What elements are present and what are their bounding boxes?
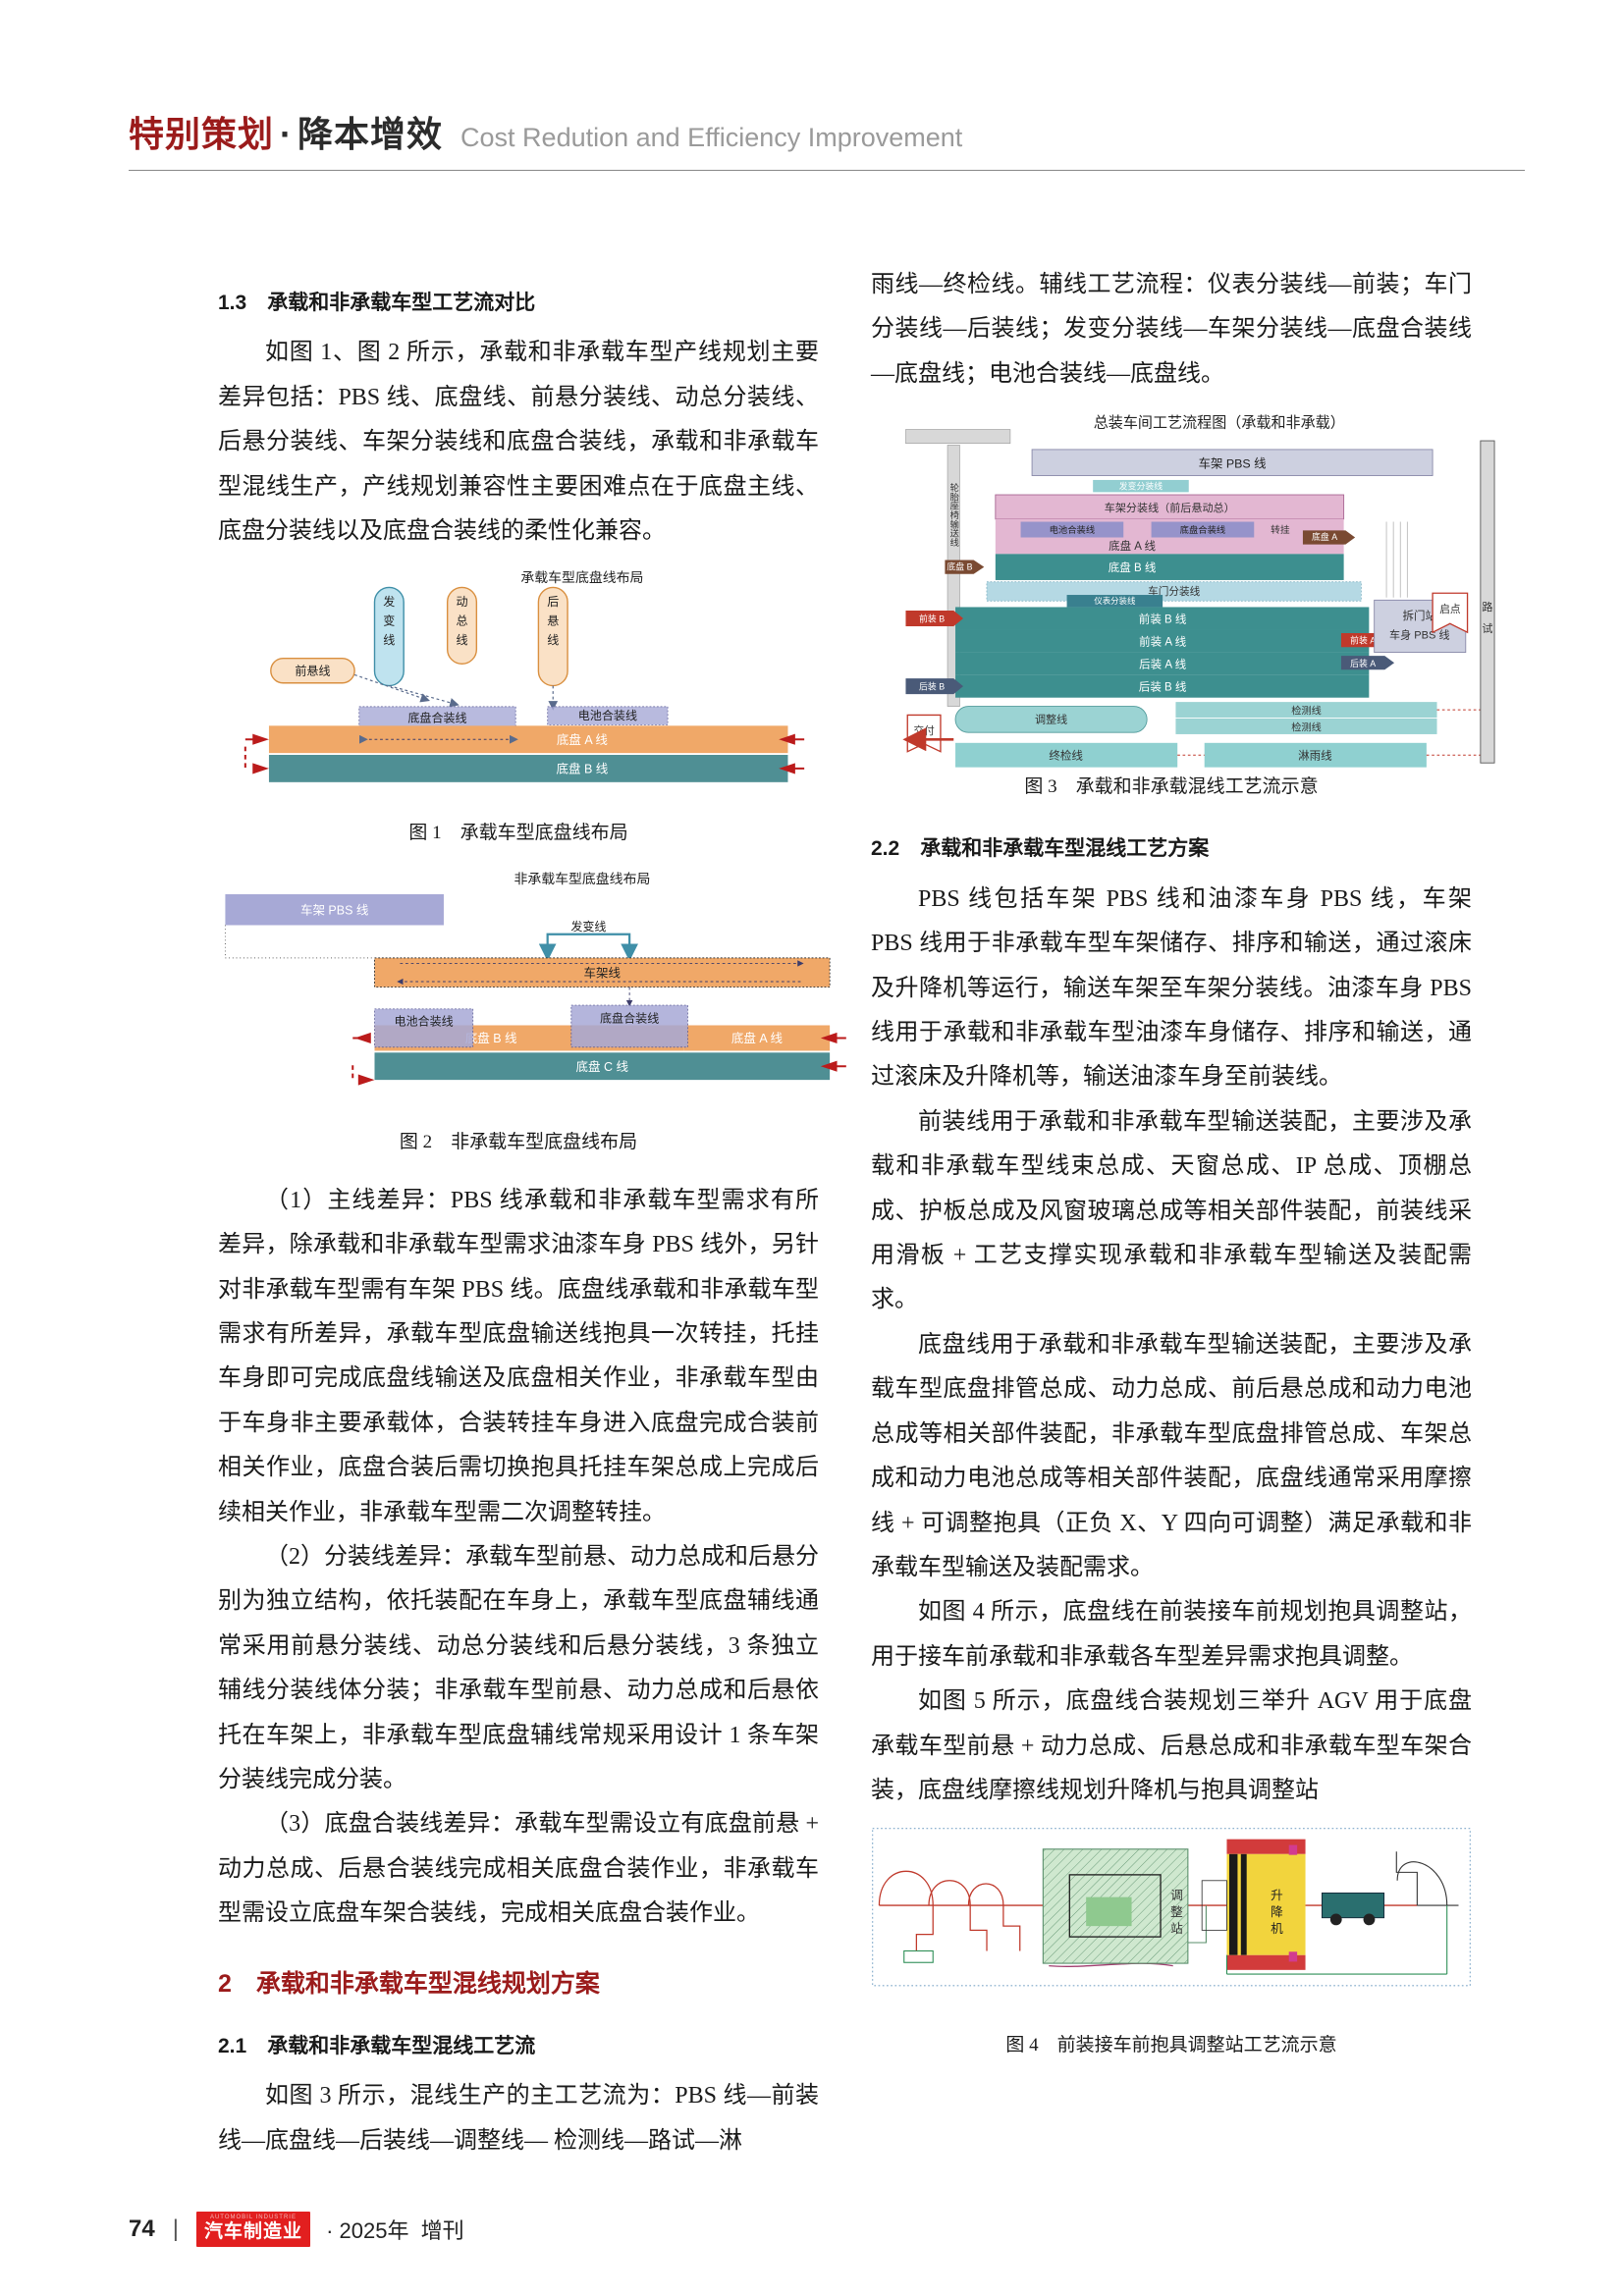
svg-text:变: 变 bbox=[383, 614, 395, 628]
svg-text:底盘合装线: 底盘合装线 bbox=[1180, 524, 1226, 535]
svg-text:前装 A: 前装 A bbox=[1350, 635, 1376, 646]
svg-text:前悬线: 前悬线 bbox=[295, 664, 330, 678]
svg-text:检测线: 检测线 bbox=[1291, 705, 1322, 718]
svg-text:发: 发 bbox=[383, 594, 395, 609]
svg-text:动: 动 bbox=[456, 595, 467, 609]
svg-text:底盘合装线: 底盘合装线 bbox=[600, 1011, 659, 1026]
svg-text:前装 B: 前装 B bbox=[919, 614, 945, 624]
svg-text:后装 A: 后装 A bbox=[1350, 658, 1376, 668]
svg-text:后装 B: 后装 B bbox=[919, 681, 945, 692]
svg-text:底盘 B 线: 底盘 B 线 bbox=[557, 762, 609, 776]
svg-text:底盘 A 线: 底盘 A 线 bbox=[731, 1031, 784, 1045]
svg-text:后装 A 线: 后装 A 线 bbox=[1139, 658, 1186, 671]
svg-text:电池合装线: 电池合装线 bbox=[394, 1013, 453, 1028]
svg-text:底盘 C 线: 底盘 C 线 bbox=[576, 1059, 629, 1074]
svg-text:底盘 B 线: 底盘 B 线 bbox=[1109, 561, 1157, 574]
svg-text:悬: 悬 bbox=[547, 614, 559, 628]
svg-text:底盘合装线: 底盘合装线 bbox=[407, 711, 466, 725]
svg-text:线: 线 bbox=[456, 633, 467, 647]
svg-text:发变分装线: 发变分装线 bbox=[1119, 481, 1163, 492]
svg-text:底盘 A 线: 底盘 A 线 bbox=[557, 732, 609, 747]
svg-text:升: 升 bbox=[1271, 1890, 1283, 1903]
svg-text:整: 整 bbox=[1170, 1905, 1183, 1919]
svg-text:车架 PBS 线: 车架 PBS 线 bbox=[1199, 456, 1267, 471]
svg-text:路: 路 bbox=[1482, 601, 1492, 614]
svg-text:终检线: 终检线 bbox=[1049, 749, 1083, 763]
svg-text:后: 后 bbox=[547, 595, 559, 609]
svg-text:调整线: 调整线 bbox=[1035, 713, 1067, 726]
svg-text:车身 PBS 线: 车身 PBS 线 bbox=[1389, 628, 1450, 642]
svg-text:轮胎座椅输送线: 轮胎座椅输送线 bbox=[948, 482, 959, 547]
svg-text:非承载车型底盘线布局: 非承载车型底盘线布局 bbox=[514, 871, 650, 886]
svg-text:交付: 交付 bbox=[913, 724, 935, 737]
svg-text:站: 站 bbox=[1170, 1922, 1183, 1936]
svg-text:淋雨线: 淋雨线 bbox=[1298, 749, 1332, 763]
svg-text:底盘 A: 底盘 A bbox=[1312, 531, 1337, 542]
svg-text:调: 调 bbox=[1170, 1890, 1183, 1903]
svg-text:车架线: 车架线 bbox=[584, 965, 622, 980]
svg-text:电池合装线: 电池合装线 bbox=[578, 708, 637, 722]
svg-text:车架分装线（前后悬动总）: 车架分装线（前后悬动总） bbox=[1105, 501, 1235, 514]
svg-text:车架 PBS 线: 车架 PBS 线 bbox=[300, 902, 369, 917]
svg-text:线: 线 bbox=[547, 633, 559, 647]
svg-text:底盘 B: 底盘 B bbox=[947, 561, 972, 572]
svg-text:转挂: 转挂 bbox=[1271, 523, 1290, 536]
svg-text:底盘 A 线: 底盘 A 线 bbox=[1109, 539, 1156, 553]
svg-text:总: 总 bbox=[456, 614, 467, 628]
svg-text:拆门站: 拆门站 bbox=[1403, 609, 1437, 622]
svg-text:承载车型底盘线布局: 承载车型底盘线布局 bbox=[520, 569, 643, 585]
svg-text:降: 降 bbox=[1271, 1905, 1283, 1919]
svg-text:电池合装线: 电池合装线 bbox=[1050, 524, 1096, 535]
svg-text:启点: 启点 bbox=[1439, 603, 1461, 615]
svg-text:线: 线 bbox=[383, 633, 395, 647]
svg-text:前装 A 线: 前装 A 线 bbox=[1139, 635, 1186, 649]
svg-text:后装 B 线: 后装 B 线 bbox=[1139, 680, 1187, 694]
svg-text:总装车间工艺流程图（承载和非承载）: 总装车间工艺流程图（承载和非承载） bbox=[1094, 415, 1345, 432]
svg-text:前装 B 线: 前装 B 线 bbox=[1139, 613, 1187, 626]
svg-text:检测线: 检测线 bbox=[1291, 721, 1322, 734]
svg-text:发变线: 发变线 bbox=[570, 919, 606, 934]
svg-text:试: 试 bbox=[1482, 622, 1492, 635]
svg-text:机: 机 bbox=[1271, 1922, 1283, 1936]
svg-text:仪表分装线: 仪表分装线 bbox=[1094, 596, 1136, 606]
